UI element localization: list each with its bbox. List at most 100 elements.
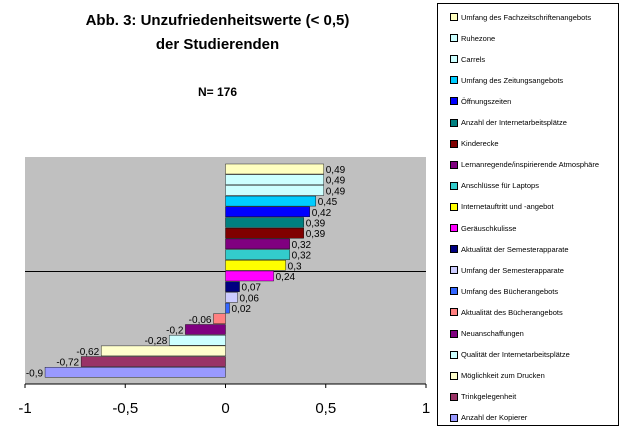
bar [100, 345, 226, 357]
bar [225, 238, 290, 250]
legend-item: Öffnungszeiten [450, 96, 511, 106]
data-label: 0,07 [242, 283, 262, 294]
data-label: 0,45 [318, 197, 338, 208]
legend-item: Neuanschaffungen [450, 329, 524, 339]
legend-label: Möglichkeit zum Drucken [461, 371, 545, 381]
bar [44, 367, 226, 378]
bar [225, 249, 290, 260]
legend-swatch [450, 413, 458, 422]
sample-size-label: N= 176 [197, 85, 238, 99]
legend-item: Kinderecke [450, 139, 499, 149]
legend-item: Aktualität der Semesterapparate [450, 244, 569, 254]
bar [225, 260, 286, 271]
data-label: 0,3 [288, 261, 302, 272]
legend-item: Umfang des Fachzeitschriftenangebots [450, 12, 591, 22]
legend-item: Anschlüsse für Laptops [450, 181, 539, 191]
data-label: 0,24 [276, 272, 296, 283]
bar [213, 313, 226, 324]
data-label: 0,49 [326, 186, 346, 197]
legend-item: Trinkgelegenheit [450, 392, 516, 402]
legend-label: Umfang der Semesterapparate [461, 265, 564, 275]
legend-swatch [450, 97, 458, 106]
bar [225, 185, 324, 196]
legend-item: Ruhezone [450, 33, 495, 43]
legend-swatch [450, 160, 458, 169]
legend-swatch [450, 308, 458, 317]
bar [225, 174, 324, 185]
bar [225, 302, 230, 314]
x-tick-label: -1 [18, 400, 31, 417]
data-label: 0,39 [306, 229, 326, 240]
legend-swatch [450, 34, 458, 43]
legend-swatch [450, 139, 458, 148]
bar [225, 217, 304, 228]
data-label: 0,32 [292, 240, 312, 251]
legend-swatch [450, 245, 458, 254]
legend-swatch [450, 224, 458, 232]
bar [80, 356, 226, 367]
legend-label: Aktualität der Semesterapparate [461, 244, 569, 254]
legend-swatch [450, 350, 458, 359]
legend-swatch [450, 13, 458, 21]
legend-item: Qualität der Internetarbeitsplätze [450, 350, 570, 360]
legend-item: Möglichkeit zum Drucken [450, 371, 545, 381]
legend-label: Öffnungszeiten [461, 96, 512, 106]
legend-label: Internetauftritt und -angebot [461, 202, 554, 212]
legend-item: Anzahl der Internetarbeitsplätze [450, 118, 567, 128]
x-tick-label: -0,5 [112, 400, 138, 417]
legend-label: Anzahl der Internetarbeitsplätze [461, 118, 567, 127]
chart-legend: Umfang des Fachzeitschriftenangebots Ruhe… [437, 3, 619, 426]
legend-swatch [450, 55, 458, 64]
data-label: -0,62 [76, 347, 99, 358]
data-label: -0,2 [166, 326, 184, 337]
legend-label: Anzahl der Kopierer [461, 413, 528, 423]
legend-swatch [450, 329, 458, 338]
data-label: 0,32 [292, 251, 312, 262]
legend-label: Anschlüsse für Laptops [461, 181, 539, 191]
data-label: -0,28 [145, 336, 168, 347]
legend-swatch [450, 202, 458, 211]
data-label: 0,49 [326, 165, 346, 176]
legend-label: Umfang des Zeitungsangebots [461, 75, 564, 85]
legend-item: Umfang des Zeitungsangebots [450, 75, 563, 85]
legend-item: Anzahl der Kopierer [450, 413, 527, 423]
x-tick-label: 1 [422, 400, 430, 417]
legend-swatch [450, 392, 458, 401]
chart-subtitle: der Studierenden [155, 36, 280, 53]
legend-item: Geräuschkulisse [450, 223, 516, 233]
legend-label: Trinkgelegenheit [461, 392, 517, 402]
legend-label: Qualität der Internetarbeitsplätze [461, 350, 570, 360]
bar-chart: 0,490,490,490,450,420,390,390,320,320,30… [18, 157, 430, 417]
data-label: -0,06 [189, 315, 212, 326]
legend-item: Umfang der Semesterapparate [450, 265, 564, 275]
legend-swatch [450, 76, 458, 85]
legend-item: Lernanregende/inspirierende Atmosphäre [450, 160, 599, 170]
legend-swatch [450, 181, 458, 190]
legend-swatch [450, 287, 458, 296]
legend-swatch [450, 371, 458, 380]
bar [225, 281, 240, 292]
legend-label: Aktualität des Bücherangebots [461, 307, 563, 317]
bar [169, 335, 226, 346]
bar [185, 324, 226, 335]
legend-item: Aktualität des Bücherangebots [450, 307, 563, 317]
legend-label: Umfang des Bücherangebots [461, 286, 559, 296]
legend-label: Geräuschkulisse [461, 223, 517, 233]
legend-swatch [450, 266, 458, 275]
x-tick-label: 0,5 [315, 400, 336, 417]
bar [225, 195, 316, 207]
legend-label: Kinderecke [461, 139, 499, 149]
data-label: 0,39 [306, 219, 326, 230]
data-label: 0,49 [326, 176, 346, 187]
legend-label: Lernanregende/inspirierende Atmosphäre [461, 160, 600, 170]
legend-label: Neuanschaffungen [461, 329, 524, 338]
bar [225, 206, 310, 218]
legend-label: Umfang des Fachzeitschriftenangebots [461, 12, 592, 22]
legend-item: Umfang des Bücherangebots [450, 286, 558, 296]
x-tick-label: 0 [221, 400, 229, 417]
legend-label: Carrels [461, 54, 486, 64]
data-label: -0,9 [26, 368, 44, 379]
legend-swatch [450, 118, 458, 127]
bar [225, 270, 274, 282]
data-label: 0,06 [240, 293, 260, 304]
